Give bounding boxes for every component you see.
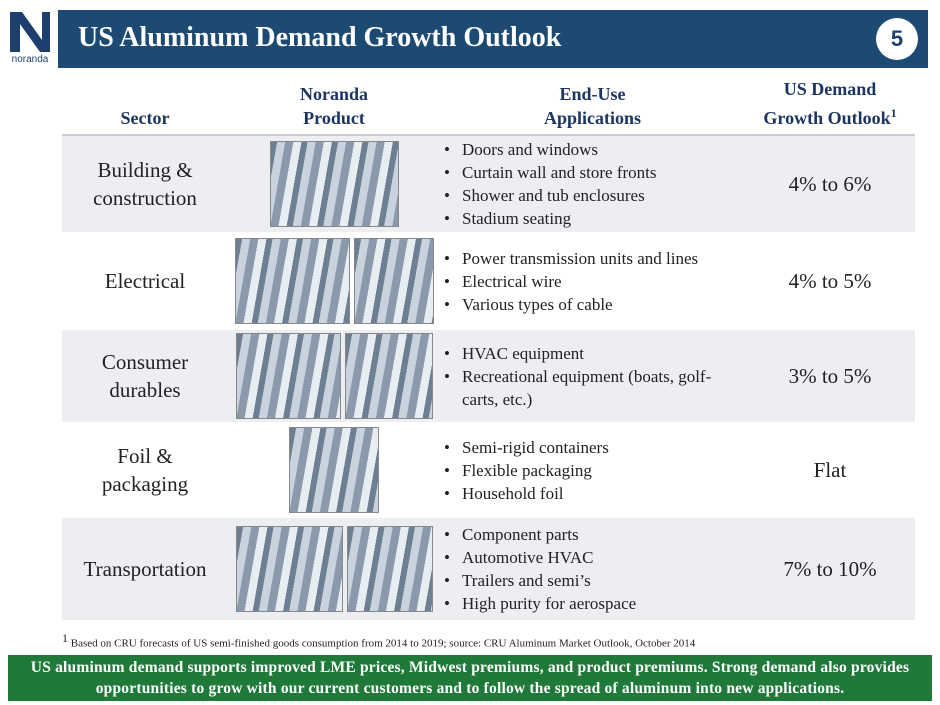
application-item: Trailers and semi’s — [444, 569, 732, 592]
header-cell: Noranda Product — [299, 84, 368, 128]
outlook: 3% to 5% — [788, 364, 872, 388]
header-cell: Sector — [120, 108, 170, 128]
title-bar — [58, 10, 928, 68]
product-cell — [228, 136, 440, 232]
product-photo — [346, 526, 433, 612]
product-cell — [228, 518, 440, 620]
logo-mark — [10, 12, 50, 52]
application-item: Component parts — [444, 523, 732, 546]
sector-cell: Building & construction — [62, 136, 228, 232]
outlook-cell: Flat — [745, 424, 915, 516]
product-photo — [353, 238, 434, 324]
table-row: Building & construction Doors and windows… — [62, 136, 915, 234]
product-cell — [228, 234, 440, 328]
application-item: HVAC equipment — [444, 342, 732, 365]
sector: Foil & packaging — [101, 444, 189, 496]
header-cell: End-Use Applications — [543, 84, 642, 128]
application-item: Power transmission units and lines — [444, 247, 732, 270]
banner: US aluminum demand supports improved LME… — [8, 655, 932, 701]
product-photo — [344, 333, 433, 419]
application-list: Semi-rigid containersFlexible packagingH… — [440, 436, 732, 505]
product-photo — [235, 333, 341, 419]
product-photo — [269, 141, 399, 227]
outlook-cell: 4% to 6% — [745, 136, 915, 232]
application-item: Shower and tub enclosures — [444, 184, 732, 207]
sector: Building & construction — [93, 158, 197, 210]
applications-cell: HVAC equipmentRecreational equipment (bo… — [440, 330, 745, 422]
application-item: Flexible packaging — [444, 459, 732, 482]
footnote: 1 Based on CRU forecasts of US semi-fini… — [62, 631, 695, 650]
application-list: Power transmission units and linesElectr… — [440, 247, 732, 316]
application-item: Curtain wall and store fronts — [444, 161, 732, 184]
footnote-marker: 1 — [890, 106, 897, 120]
application-item: Various types of cable — [444, 293, 732, 316]
product-photo — [234, 238, 350, 324]
table-row: Transportation Component partsAutomotive … — [62, 518, 915, 622]
outlook: 7% to 10% — [783, 557, 877, 581]
table-row: Consumer durables HVAC equipmentRecreatio… — [62, 330, 915, 424]
outlook-cell: 4% to 5% — [745, 234, 915, 328]
application-item: Automotive HVAC — [444, 546, 732, 569]
application-item: High purity for aerospace — [444, 592, 732, 615]
footnote-marker: 1 — [62, 631, 68, 645]
header-text: US Demand Growth Outlook — [763, 79, 891, 128]
product-cell — [228, 424, 440, 516]
table-row: Foil & packaging Semi-rigid containersFle… — [62, 424, 915, 518]
outlook: 4% to 5% — [788, 269, 872, 293]
outlook-cell: 7% to 10% — [745, 518, 915, 620]
page-number: 5 — [876, 18, 918, 60]
product-cell — [228, 330, 440, 422]
title: US Aluminum Demand Growth Outlook — [78, 22, 562, 53]
applications-cell: Semi-rigid containersFlexible packagingH… — [440, 424, 745, 516]
outlook-cell: 3% to 5% — [745, 330, 915, 422]
application-list: Component partsAutomotive HVACTrailers a… — [440, 523, 732, 615]
logo-text: noranda — [11, 54, 49, 65]
application-list: HVAC equipmentRecreational equipment (bo… — [440, 342, 732, 411]
sector-cell: Consumer durables — [62, 330, 228, 422]
footnote-text: Based on CRU forecasts of US semi-finish… — [70, 637, 696, 650]
product-photo — [289, 427, 379, 513]
application-list: Doors and windowsCurtain wall and store … — [440, 138, 732, 230]
product-photo — [235, 526, 343, 612]
sector: Transportation — [83, 557, 207, 581]
table: Sector Noranda Product End-Use Applicati… — [62, 78, 915, 622]
outlook: 4% to 6% — [788, 172, 872, 196]
header-row: Sector Noranda Product End-Use Applicati… — [62, 78, 915, 136]
application-item: Doors and windows — [444, 138, 732, 161]
application-item: Recreational equipment (boats, golf-cart… — [444, 365, 732, 411]
application-item: Semi-rigid containers — [444, 436, 732, 459]
sector-cell: Electrical — [62, 234, 228, 328]
application-item: Household foil — [444, 482, 732, 505]
header-cell: US Demand Growth Outlook1 — [745, 78, 915, 134]
application-item: Stadium seating — [444, 207, 732, 230]
sector: Electrical — [104, 269, 186, 293]
applications-cell: Power transmission units and linesElectr… — [440, 234, 745, 328]
applications-cell: Doors and windowsCurtain wall and store … — [440, 136, 745, 232]
applications-cell: Component partsAutomotive HVACTrailers a… — [440, 518, 745, 620]
table-row: Electrical Power transmission units and l… — [62, 234, 915, 330]
application-item: Electrical wire — [444, 270, 732, 293]
outlook: Flat — [813, 458, 847, 482]
sector-cell: Foil & packaging — [62, 424, 228, 516]
sector: Consumer durables — [101, 350, 189, 402]
sector-cell: Transportation — [62, 518, 228, 620]
